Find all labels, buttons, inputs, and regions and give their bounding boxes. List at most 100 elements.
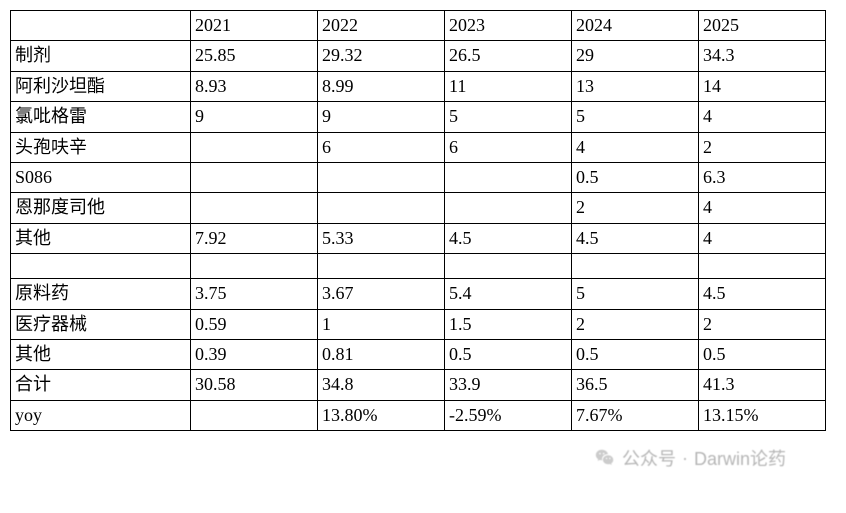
- cell-value: 4.5: [699, 279, 826, 309]
- cell-value: [191, 400, 318, 430]
- cell-value: 6: [318, 132, 445, 162]
- cell-value: 13: [572, 71, 699, 101]
- cell-value: [445, 193, 572, 223]
- cell-value: [191, 254, 318, 279]
- cell-value: 25.85: [191, 41, 318, 71]
- cell-value: [445, 162, 572, 192]
- cell-value: 1: [318, 309, 445, 339]
- table-row: 其他0.390.810.50.50.5: [11, 339, 826, 369]
- financial-table: 20212022202320242025制剂25.8529.3226.52934…: [10, 10, 826, 431]
- cell-value: [191, 162, 318, 192]
- cell-value: 7.92: [191, 223, 318, 253]
- cell-value: 0.39: [191, 339, 318, 369]
- cell-value: 13.80%: [318, 400, 445, 430]
- cell-value: 30.58: [191, 370, 318, 400]
- table-row: 合计30.5834.833.936.541.3: [11, 370, 826, 400]
- cell-value: 26.5: [445, 41, 572, 71]
- header-year: 2024: [572, 11, 699, 41]
- cell-value: 33.9: [445, 370, 572, 400]
- cell-value: [445, 254, 572, 279]
- cell-value: 2: [699, 309, 826, 339]
- header-blank: [11, 11, 191, 41]
- cell-value: 9: [318, 102, 445, 132]
- table-row: 制剂25.8529.3226.52934.3: [11, 41, 826, 71]
- cell-value: 9: [191, 102, 318, 132]
- cell-value: 4: [699, 193, 826, 223]
- cell-value: 0.5: [699, 339, 826, 369]
- cell-value: [699, 254, 826, 279]
- cell-value: 14: [699, 71, 826, 101]
- table-row: 氯吡格雷99554: [11, 102, 826, 132]
- cell-value: 0.81: [318, 339, 445, 369]
- table-body: 20212022202320242025制剂25.8529.3226.52934…: [11, 11, 826, 431]
- cell-value: 8.99: [318, 71, 445, 101]
- cell-value: 2: [699, 132, 826, 162]
- row-label: 恩那度司他: [11, 193, 191, 223]
- cell-value: [318, 254, 445, 279]
- row-label: yoy: [11, 400, 191, 430]
- page: 20212022202320242025制剂25.8529.3226.52934…: [0, 0, 846, 441]
- cell-value: 5: [572, 279, 699, 309]
- cell-value: 34.3: [699, 41, 826, 71]
- cell-value: [191, 193, 318, 223]
- cell-value: 2: [572, 193, 699, 223]
- cell-value: -2.59%: [445, 400, 572, 430]
- table-row: 头孢呋辛6642: [11, 132, 826, 162]
- header-year: 2025: [699, 11, 826, 41]
- row-label: 原料药: [11, 279, 191, 309]
- cell-value: [318, 162, 445, 192]
- watermark-separator: ·: [682, 448, 688, 469]
- cell-value: 3.75: [191, 279, 318, 309]
- cell-value: 0.59: [191, 309, 318, 339]
- row-label: 头孢呋辛: [11, 132, 191, 162]
- watermark-name: Darwin论药: [694, 445, 786, 471]
- row-label: 氯吡格雷: [11, 102, 191, 132]
- watermark-prefix: 公众号: [622, 445, 676, 471]
- cell-value: 5.33: [318, 223, 445, 253]
- row-label: S086: [11, 162, 191, 192]
- cell-value: [572, 254, 699, 279]
- header-year: 2021: [191, 11, 318, 41]
- header-year: 2022: [318, 11, 445, 41]
- table-row: yoy 13.80%-2.59%7.67%13.15%: [11, 400, 826, 430]
- cell-value: 4: [572, 132, 699, 162]
- row-label: 其他: [11, 223, 191, 253]
- table-header-row: 20212022202320242025: [11, 11, 826, 41]
- cell-value: 34.8: [318, 370, 445, 400]
- cell-value: 0.5: [445, 339, 572, 369]
- wechat-icon: [594, 447, 616, 469]
- cell-value: 6: [445, 132, 572, 162]
- table-row: 原料药3.753.675.454.5: [11, 279, 826, 309]
- cell-value: 4: [699, 223, 826, 253]
- cell-value: 4.5: [445, 223, 572, 253]
- cell-value: 11: [445, 71, 572, 101]
- table-row: 其他7.925.334.54.54: [11, 223, 826, 253]
- cell-value: 4: [699, 102, 826, 132]
- row-label: 医疗器械: [11, 309, 191, 339]
- cell-value: 5: [572, 102, 699, 132]
- row-label: [11, 254, 191, 279]
- table-row: 阿利沙坦酯8.938.99111314: [11, 71, 826, 101]
- table-row: 医疗器械0.5911.522: [11, 309, 826, 339]
- cell-value: 7.67%: [572, 400, 699, 430]
- row-label: 其他: [11, 339, 191, 369]
- row-label: 合计: [11, 370, 191, 400]
- cell-value: 29: [572, 41, 699, 71]
- cell-value: 8.93: [191, 71, 318, 101]
- cell-value: 5: [445, 102, 572, 132]
- cell-value: 0.5: [572, 162, 699, 192]
- cell-value: 4.5: [572, 223, 699, 253]
- cell-value: [318, 193, 445, 223]
- row-label: 阿利沙坦酯: [11, 71, 191, 101]
- cell-value: 1.5: [445, 309, 572, 339]
- cell-value: 5.4: [445, 279, 572, 309]
- cell-value: 2: [572, 309, 699, 339]
- cell-value: 3.67: [318, 279, 445, 309]
- cell-value: 41.3: [699, 370, 826, 400]
- table-row: [11, 254, 826, 279]
- watermark: 公众号 · Darwin论药: [594, 445, 786, 471]
- table-row: S086 0.56.3: [11, 162, 826, 192]
- cell-value: 6.3: [699, 162, 826, 192]
- cell-value: 13.15%: [699, 400, 826, 430]
- header-year: 2023: [445, 11, 572, 41]
